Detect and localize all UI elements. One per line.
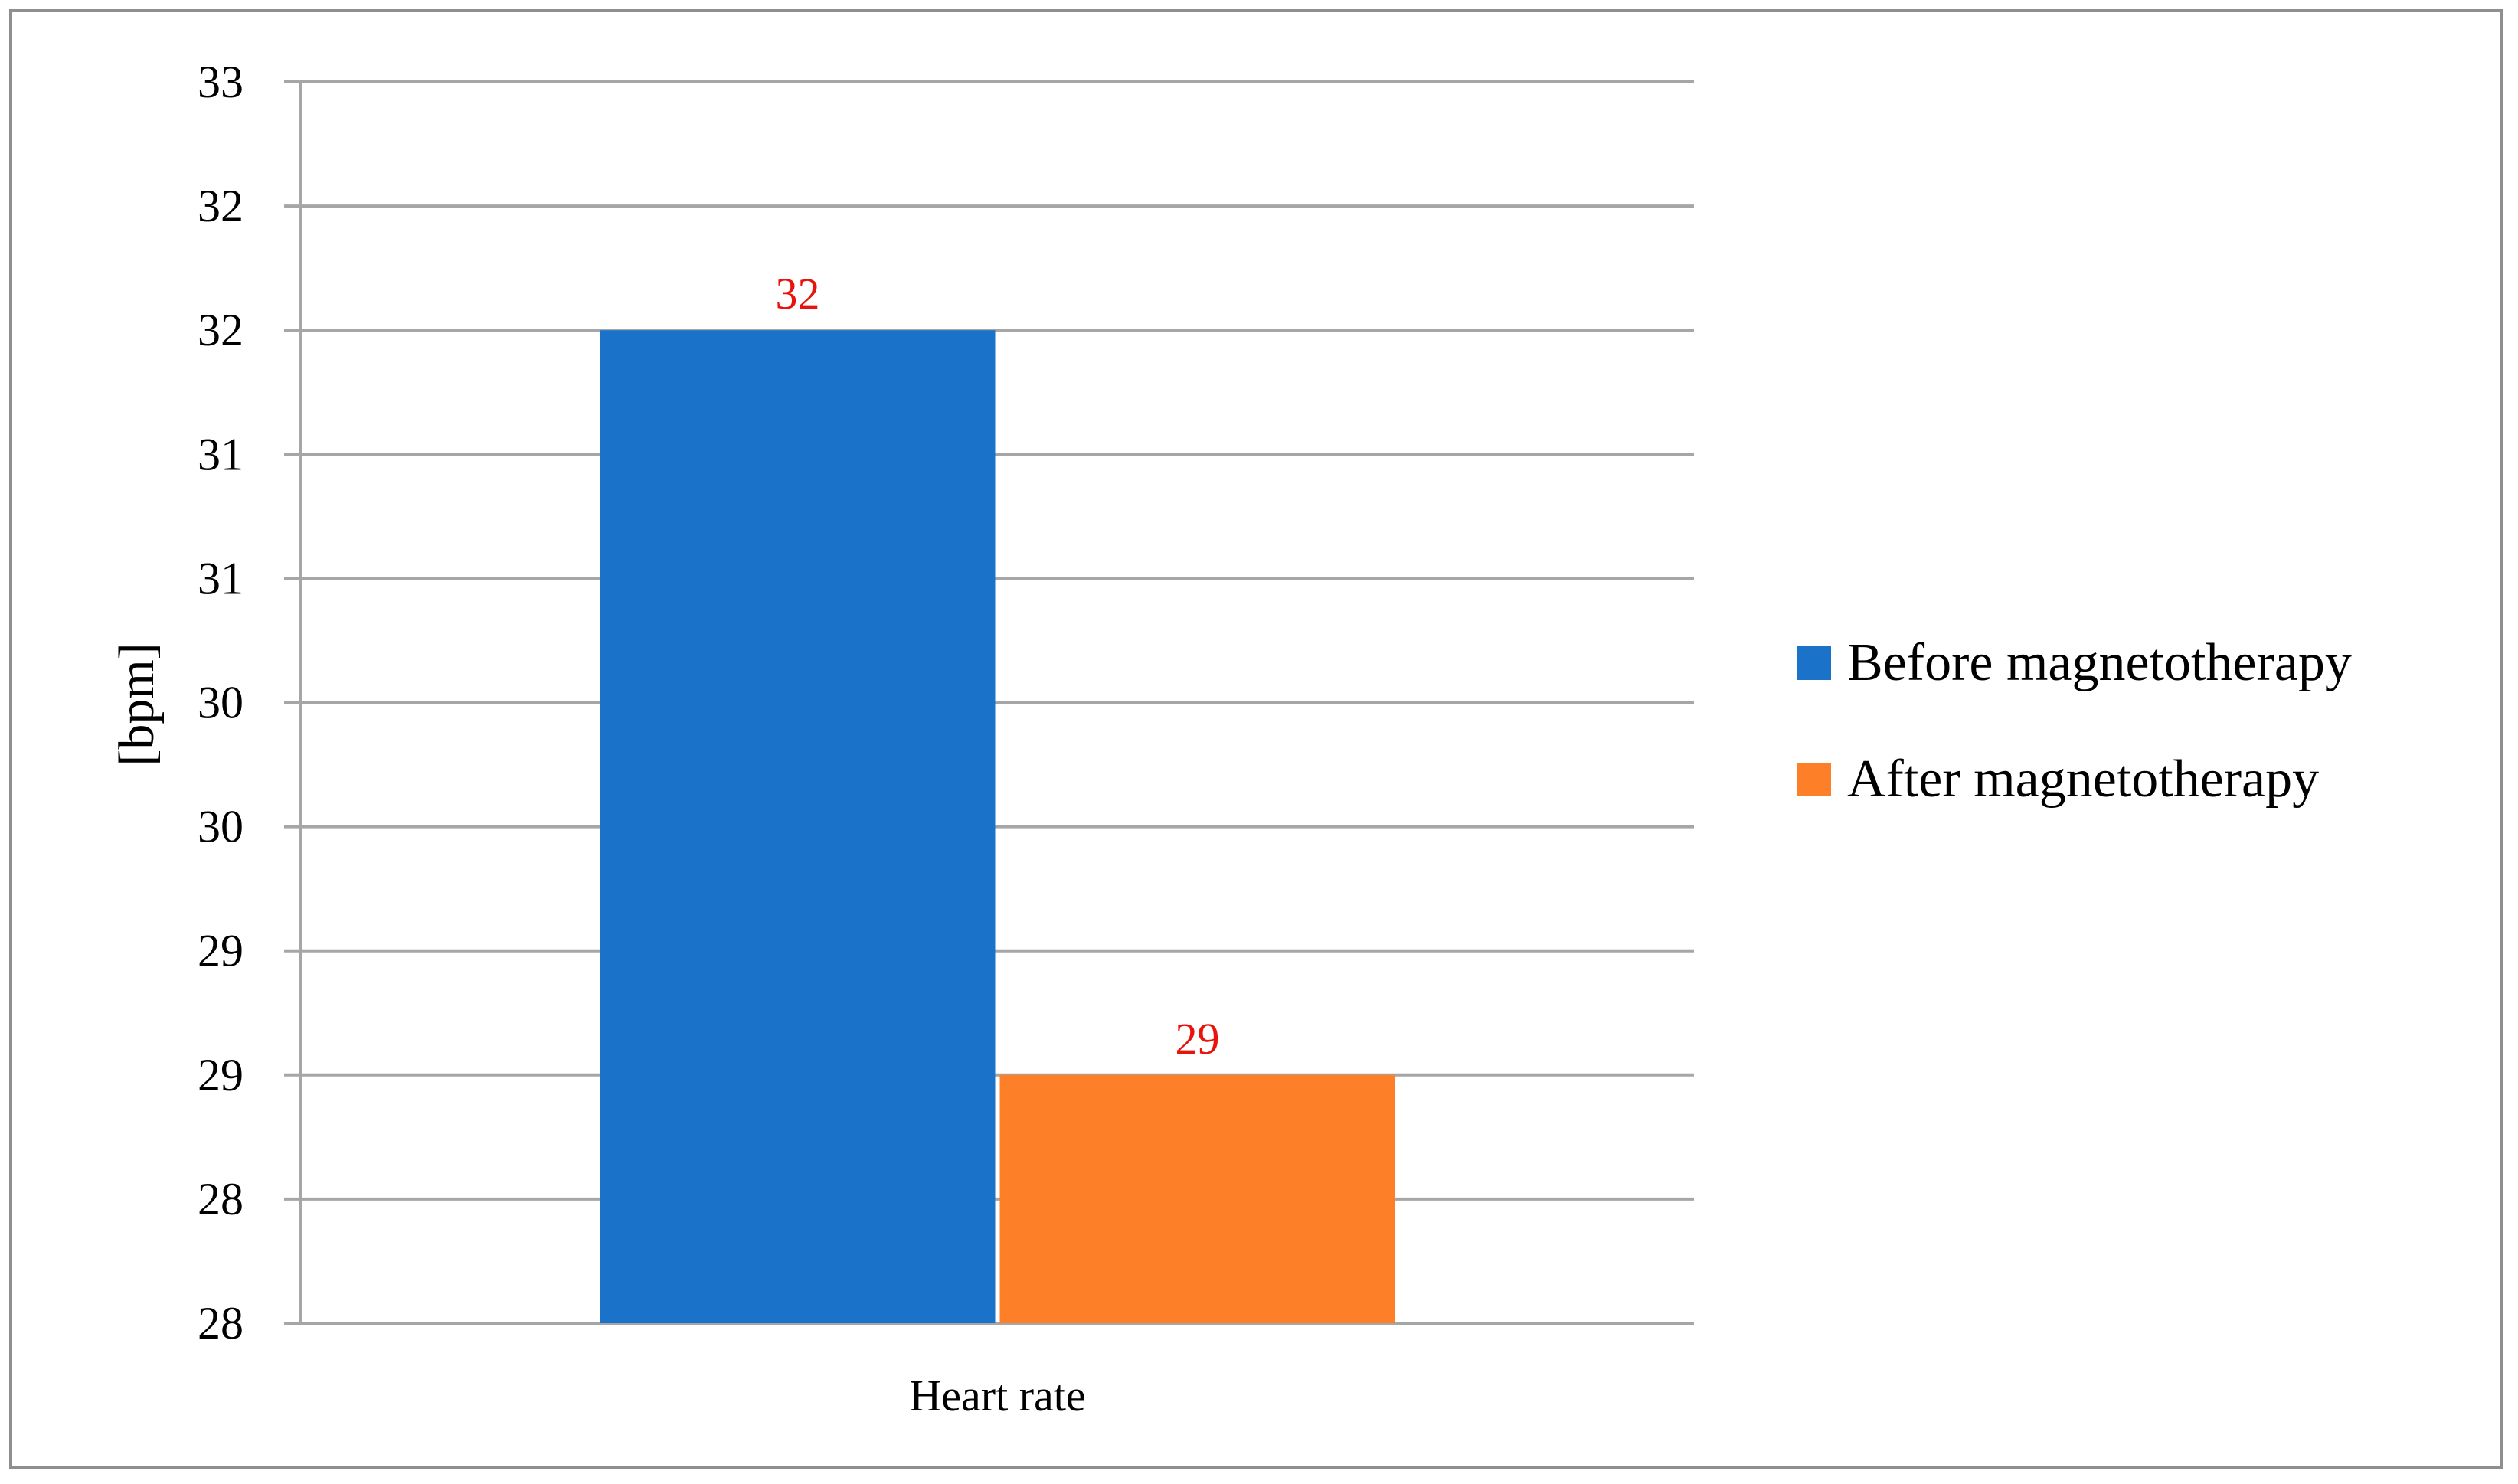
legend-swatch xyxy=(1797,763,1831,796)
y-tick-label: 30 xyxy=(198,802,244,852)
y-tick-label: 32 xyxy=(198,181,244,231)
data-label: 29 xyxy=(1176,1014,1220,1064)
y-tick-label: 33 xyxy=(198,57,244,107)
y-axis-label: [bpm] xyxy=(109,642,165,766)
y-tick-label: 28 xyxy=(198,1298,244,1348)
y-tick-label: 32 xyxy=(198,305,244,355)
legend-swatch xyxy=(1797,646,1831,680)
x-category-label: Heart rate xyxy=(909,1371,1085,1420)
y-tick-label: 31 xyxy=(198,429,244,479)
y-tick-label: 28 xyxy=(198,1174,244,1224)
y-tick-label: 29 xyxy=(198,1050,244,1100)
y-tick-label: 30 xyxy=(198,678,244,728)
data-label: 32 xyxy=(776,269,820,319)
y-tick-label: 31 xyxy=(198,553,244,603)
legend-label: Before magnetotherapy xyxy=(1847,633,2352,692)
bar-after xyxy=(999,1074,1395,1323)
y-tick-label: 29 xyxy=(198,926,244,976)
bar-before xyxy=(600,330,996,1324)
legend-label: After magnetotherapy xyxy=(1847,750,2319,809)
